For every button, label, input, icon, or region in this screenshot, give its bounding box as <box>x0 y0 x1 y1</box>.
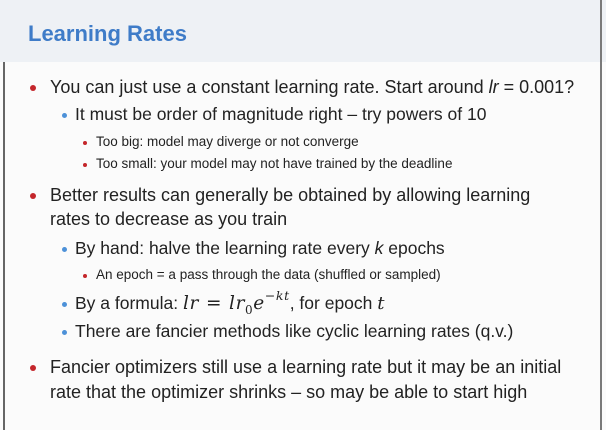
text-segment: You can just use a constant learning rat… <box>50 77 489 97</box>
bullet-point-icon <box>83 163 87 167</box>
text-segment: , for epoch <box>289 293 378 313</box>
decay-formula: lr = lr0e−kt <box>182 289 290 317</box>
bullet-point-icon <box>30 85 36 91</box>
bullet-text-line: rate that the optimizer shrinks – so may… <box>50 382 528 402</box>
bullet-item-level2: By a formula: lr = lr0e−kt, for epoch t <box>61 289 385 317</box>
bullet-item-level2: By hand: halve the learning rate every k… <box>61 237 445 260</box>
bullet-item-level1: You can just use a constant learning rat… <box>30 75 574 99</box>
text-segment: = 0.001? <box>498 77 575 97</box>
bullet-point-icon <box>30 193 36 199</box>
formula-exponent: −kt <box>264 288 290 303</box>
text-segment: By a formula: <box>75 293 183 313</box>
bullet-item-level2: It must be order of magnitude right – tr… <box>61 103 487 126</box>
bullet-point-icon <box>61 247 67 252</box>
bullet-item-level3: An epoch = a pass through the data (shuf… <box>83 265 441 285</box>
bullet-point-icon <box>61 113 67 118</box>
bullet-point-icon <box>61 302 67 307</box>
text-segment: epochs <box>383 238 445 258</box>
bullet-point-icon <box>30 365 36 371</box>
formula-subscript: 0 <box>245 303 254 317</box>
bullet-item-level3: Too big: model may diverge or not conver… <box>83 132 359 152</box>
formula-rhs: lr <box>229 293 246 314</box>
slide-header: Learning Rates <box>0 0 606 62</box>
formula-lhs: lr <box>182 293 199 314</box>
text-segment: By hand: halve the learning rate every <box>75 238 375 258</box>
bullet-text-line: rates to decrease as you train <box>50 209 288 229</box>
bullet-item-level1: Better results can generally be obtained… <box>30 183 531 231</box>
bullet-text-line: Fancier optimizers still use a learning … <box>50 357 562 377</box>
formula-base: e <box>253 293 265 314</box>
slide-title: Learning Rates <box>28 21 187 46</box>
bullet-point-icon <box>83 141 87 145</box>
italic-variable: t <box>377 293 385 314</box>
bullet-item-level1: Fancier optimizers still use a learning … <box>30 355 562 405</box>
bullet-point-icon <box>83 274 87 278</box>
bullet-item-level3: Too small: your model may not have train… <box>83 154 453 174</box>
bullet-text: Too big: model may diverge or not conver… <box>96 134 359 149</box>
bullet-text: You can just use a constant learning rat… <box>50 77 574 97</box>
bullet-text: An epoch = a pass through the data (shuf… <box>96 267 441 282</box>
bullet-text: There are fancier methods like cyclic le… <box>75 321 514 341</box>
italic-variable: lr <box>488 77 499 97</box>
bullet-text-line: Better results can generally be obtained… <box>50 185 531 205</box>
italic-variable: k <box>374 238 384 258</box>
slide-frame-right-border <box>600 0 602 430</box>
slide-frame-left-border <box>3 62 5 430</box>
bullet-item-level2: There are fancier methods like cyclic le… <box>61 320 514 343</box>
bullet-text: Too small: your model may not have train… <box>96 156 453 171</box>
bullet-point-icon <box>61 330 67 335</box>
formula-equals-sign: = <box>205 293 223 314</box>
bullet-text: By a formula: lr = lr0e−kt, for epoch t <box>75 289 385 317</box>
bullet-text: By hand: halve the learning rate every k… <box>75 238 445 258</box>
bullet-text: It must be order of magnitude right – tr… <box>75 104 487 124</box>
